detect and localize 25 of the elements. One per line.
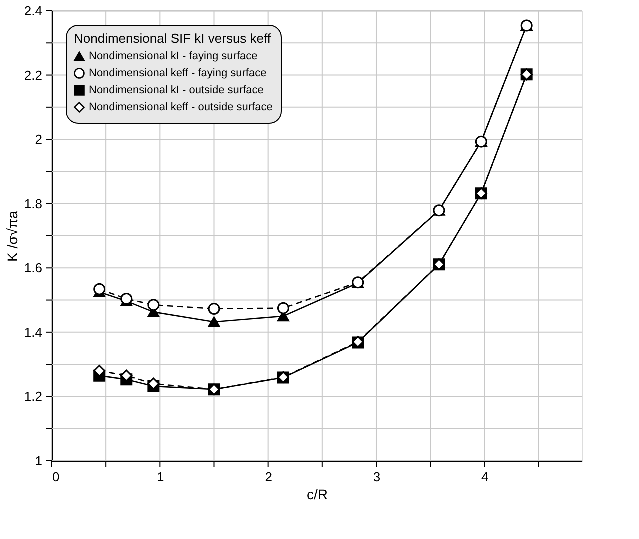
x-tick-label: 4 bbox=[482, 470, 489, 484]
legend-label: Nondimensional keff - outside surface bbox=[89, 102, 273, 114]
point bbox=[148, 299, 160, 312]
point bbox=[208, 316, 220, 328]
legend-title: Nondimensional SIF kI versus keff bbox=[74, 31, 272, 46]
x-tick-label: 0 bbox=[52, 470, 60, 484]
y-tick-label: 2.4 bbox=[24, 4, 42, 18]
legend-label: Nondimensional kI - faying surface bbox=[89, 50, 258, 62]
point bbox=[94, 283, 106, 296]
x-tick-label: 1 bbox=[157, 470, 164, 484]
y-tick-label: 2 bbox=[35, 132, 42, 148]
legend-label: Nondimensional keff - faying surface bbox=[89, 68, 267, 80]
y-tick-label: 2.2 bbox=[24, 68, 42, 83]
y-tick-label: 1 bbox=[35, 454, 42, 468]
y-tick-label: 1.4 bbox=[24, 324, 42, 340]
y-tick-label: 1.6 bbox=[24, 260, 42, 276]
point bbox=[208, 302, 220, 315]
x-tick-label: 2 bbox=[265, 470, 272, 484]
x-tick-label: 3 bbox=[373, 470, 381, 484]
legend-label: Nondimensional kI - outside surface bbox=[89, 84, 264, 96]
y-tick-label: 1.2 bbox=[24, 389, 42, 404]
y-tick-label: 1.8 bbox=[24, 196, 42, 212]
y-axis-title: K /σ√πa bbox=[4, 210, 20, 262]
x-axis-title: c/R bbox=[307, 486, 328, 502]
point bbox=[277, 302, 290, 314]
